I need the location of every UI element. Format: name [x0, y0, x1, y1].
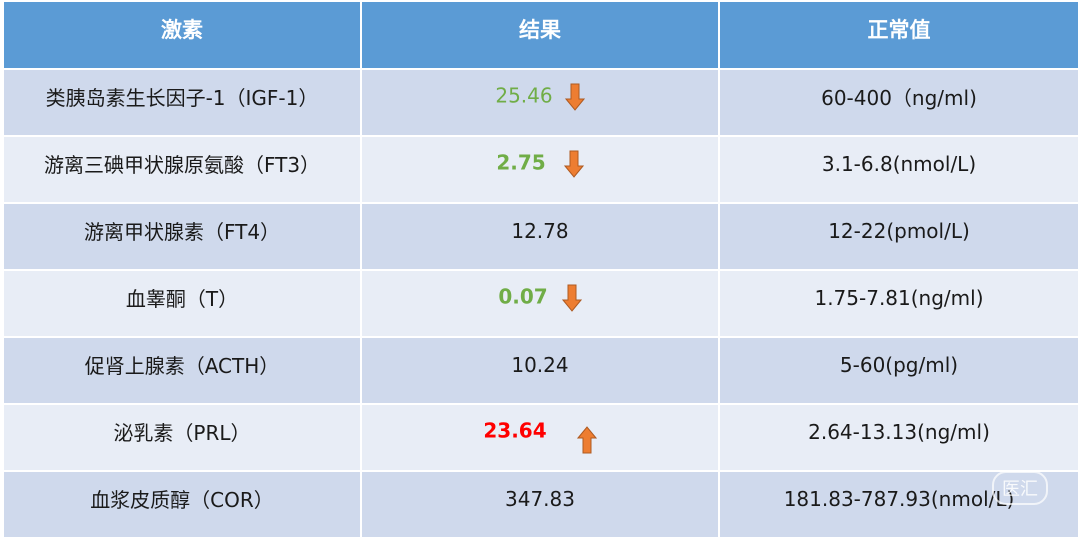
- normal-range: 2.64-13.13(ng/ml): [808, 419, 990, 444]
- cell: 促肾上腺素（ACTH）: [2, 336, 362, 405]
- cell: 2.75: [360, 135, 720, 204]
- cell: 347.83: [360, 470, 720, 539]
- cell: 血睾酮（T）: [2, 269, 362, 338]
- normal-range: 60-400（ng/ml): [821, 86, 977, 110]
- row: 血睾酮（T） 0.07 1.75-7.81(ng/ml): [2, 269, 1080, 338]
- result: 0.07: [498, 284, 548, 308]
- cell: 1.75-7.81(ng/ml): [718, 269, 1080, 338]
- header-row: 激素 结果 正常值: [2, 0, 1080, 70]
- normal-range: 181.83-787.93(nmol/L): [783, 486, 1015, 511]
- row: 游离三碘甲状腺原氨酸（FT3） 2.75 3.1-6.8(nmol/L): [2, 135, 1080, 204]
- cell: 血浆皮质醇（COR）: [2, 470, 362, 539]
- hormone: 血浆皮质醇（COR）: [90, 488, 274, 512]
- result: 347.83: [505, 486, 575, 511]
- row: 泌乳素（PRL） 23.64 2.64-13.13(ng/ml): [2, 403, 1080, 472]
- normal-range: 12-22(pmol/L): [828, 218, 970, 243]
- row: 促肾上腺素（ACTH） 10.24 5-60(pg/ml): [2, 336, 1080, 405]
- result: 2.75: [496, 150, 546, 174]
- header-cell: 结果: [360, 0, 720, 70]
- cell: 游离三碘甲状腺原氨酸（FT3）: [2, 135, 362, 204]
- cell: 0.07: [360, 269, 720, 338]
- cell: 泌乳素（PRL）: [2, 403, 362, 472]
- hormone: 游离甲状腺素（FT4）: [83, 220, 281, 244]
- header-cell: 激素: [2, 0, 362, 70]
- cell: 12-22(pmol/L): [718, 202, 1080, 271]
- cell: 10.24: [360, 336, 720, 405]
- down-arrow: [563, 150, 584, 178]
- normal-range: 1.75-7.81(ng/ml): [814, 285, 984, 310]
- hormone: 类胰岛素生长因子-1（IGF-1）: [45, 86, 319, 110]
- cell: 游离甲状腺素（FT4）: [2, 202, 362, 271]
- down-arrow: [564, 83, 585, 111]
- down-arrow: [561, 284, 582, 312]
- cell: 23.64: [360, 403, 720, 472]
- up-arrow: [576, 425, 597, 453]
- result: 25.46: [495, 83, 553, 107]
- row: 血浆皮质醇（COR） 347.83 181.83-787.93(nmol/L): [2, 470, 1080, 539]
- cell: 类胰岛素生长因子-1（IGF-1）: [2, 68, 362, 137]
- cell: 3.1-6.8(nmol/L): [718, 135, 1080, 204]
- cell: 5-60(pg/ml): [718, 336, 1080, 405]
- cell: 25.46: [360, 68, 720, 137]
- row: 类胰岛素生长因子-1（IGF-1） 25.46 60-400（ng/ml): [2, 68, 1080, 137]
- hormone: 促肾上腺素（ACTH）: [84, 354, 280, 378]
- normal-range: 5-60(pg/ml): [839, 352, 959, 377]
- cell: 12.78: [360, 202, 720, 271]
- cell: 60-400（ng/ml): [718, 68, 1080, 137]
- result: 23.64: [483, 418, 547, 442]
- watermark: 医汇: [992, 471, 1048, 505]
- hormone: 游离三碘甲状腺原氨酸（FT3）: [43, 153, 321, 177]
- hormone: 泌乳素（PRL）: [113, 421, 251, 445]
- normal-range: 3.1-6.8(nmol/L): [821, 151, 977, 176]
- result: 10.24: [511, 352, 569, 377]
- header-cell: 正常值: [718, 0, 1080, 70]
- result: 12.78: [511, 218, 569, 243]
- hormone: 血睾酮（T）: [125, 287, 239, 311]
- row: 游离甲状腺素（FT4） 12.78 12-22(pmol/L): [2, 202, 1080, 271]
- cell: 2.64-13.13(ng/ml): [718, 403, 1080, 472]
